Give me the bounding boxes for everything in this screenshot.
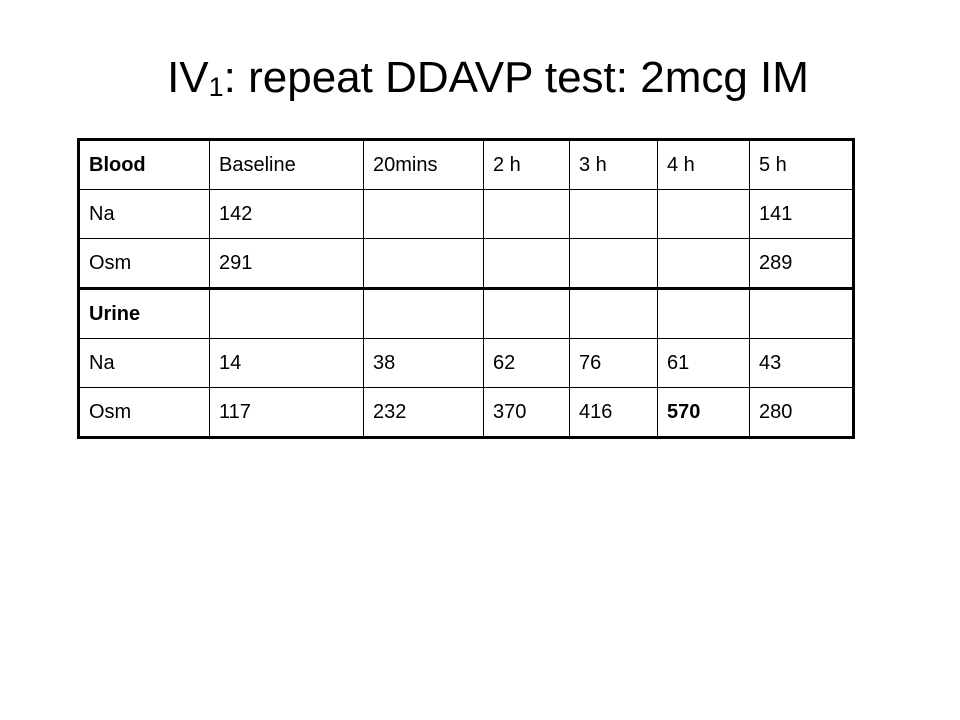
table-cell: 61 [657,338,750,388]
section-label-urine: Urine [77,287,210,339]
table-cell [209,287,364,339]
title-suffix: : repeat DDAVP test: 2mcg IM [223,53,809,102]
table-cell: 38 [363,338,484,388]
table-row: Na 142 141 [77,189,855,239]
row-label: Osm [77,387,210,438]
table-cell-highlighted: 570 [657,387,750,438]
column-header: 4 h [657,139,750,190]
row-label: Osm [77,238,210,289]
table-row: Na 14 38 62 76 61 43 [77,338,855,388]
table-cell: 280 [749,387,855,438]
table-cell: 370 [483,387,570,438]
column-header: 5 h [749,139,855,190]
table-cell: 14 [209,338,364,388]
title-subscript: 1 [208,72,224,102]
table-cell [657,238,750,289]
table-cell: 117 [209,387,364,438]
table-cell: 232 [363,387,484,438]
slide-title: IV1: repeat DDAVP test: 2mcg IM [16,53,960,102]
title-prefix: IV [167,53,209,102]
table-cell: 289 [749,238,855,289]
table-cell: 62 [483,338,570,388]
table-cell [569,287,658,339]
table-cell [483,189,570,239]
table-row-blood-header: Blood Baseline 20mins 2 h 3 h 4 h 5 h [77,139,855,190]
table-cell [749,287,855,339]
table-row-urine-header: Urine [77,287,855,339]
table-cell [483,238,570,289]
section-label-blood: Blood [77,139,210,190]
table-cell [569,189,658,239]
table-cell [363,238,484,289]
table-cell [569,238,658,289]
results-table: Blood Baseline 20mins 2 h 3 h 4 h 5 h Na… [77,138,855,439]
table-cell [657,189,750,239]
table-cell [363,189,484,239]
column-header: 3 h [569,139,658,190]
table-cell: 142 [209,189,364,239]
table-row: Osm 291 289 [77,238,855,289]
table-cell: 76 [569,338,658,388]
column-header: Baseline [209,139,364,190]
table-cell [657,287,750,339]
table-cell: 416 [569,387,658,438]
table-cell [363,287,484,339]
column-header: 2 h [483,139,570,190]
row-label: Na [77,189,210,239]
table-cell: 291 [209,238,364,289]
table-cell [483,287,570,339]
row-label: Na [77,338,210,388]
table-cell: 141 [749,189,855,239]
table-row: Osm 117 232 370 416 570 280 [77,387,855,438]
column-header: 20mins [363,139,484,190]
table-cell: 43 [749,338,855,388]
